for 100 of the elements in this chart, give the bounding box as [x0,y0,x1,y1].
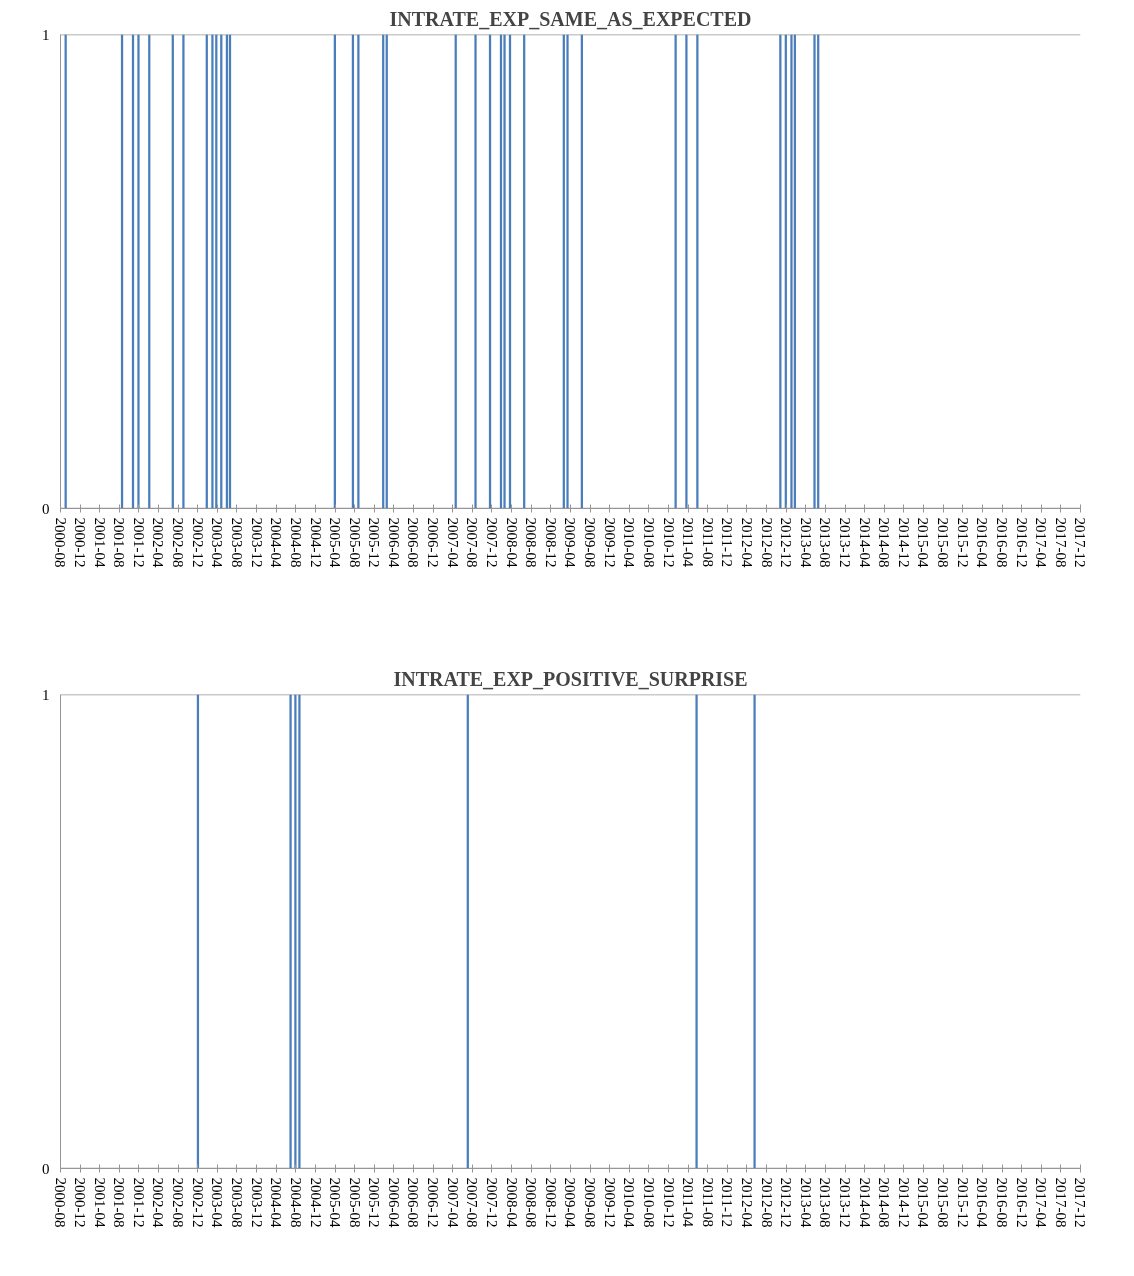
x-tick-label: 2006-04 [385,517,402,568]
x-tick-label: 2003-08 [228,517,245,568]
x-tick-label: 2017-08 [1052,1177,1069,1228]
x-tick-label: 2015-04 [915,1177,932,1228]
x-tick-label: 2017-12 [1072,517,1089,568]
x-tick-label: 2009-08 [582,517,599,568]
x-tick-label: 2012-04 [739,1177,755,1228]
x-tick-label: 2014-04 [856,1177,873,1228]
x-tick-label: 2006-12 [425,517,442,568]
x-tick-label: 2000-12 [72,1177,89,1228]
x-tick-label: 2001-04 [91,517,108,568]
x-tick-label: 2010-08 [640,1177,657,1228]
x-tick-label: 2000-08 [52,517,69,568]
x-tick-label: 2011-08 [699,1177,716,1227]
y-tick-label: 0 [42,1160,50,1177]
x-tick-label: 2010-04 [621,517,638,568]
x-tick-label: 2012-04 [739,517,755,568]
x-tick-label: 2012-08 [758,517,775,568]
x-tick-label: 2002-04 [150,517,167,568]
x-tick-label: 2009-04 [562,517,579,568]
x-tick-label: 2009-12 [601,517,618,568]
x-tick-label: 2017-04 [1033,517,1050,568]
x-tick-label: 2002-08 [170,1177,187,1228]
x-tick-label: 2014-12 [895,517,912,568]
x-tick-label: 2004-08 [287,517,304,568]
x-tick-label: 2015-12 [954,1177,971,1228]
x-tick-label: 2008-04 [503,517,520,568]
x-tick-label: 2008-08 [523,517,540,568]
x-tick-label: 2016-04 [974,517,991,568]
x-tick-label: 2012-08 [758,1177,775,1228]
x-tick-label: 2001-04 [91,1177,108,1228]
x-tick-label: 2016-08 [994,1177,1011,1228]
x-tick-label: 2004-04 [268,517,285,568]
x-tick-label: 2011-12 [719,517,736,567]
x-tick-label: 2014-12 [895,1177,912,1228]
x-tick-label: 2002-04 [150,1177,167,1228]
x-tick-label: 2005-08 [346,517,363,568]
x-tick-label: 2006-04 [385,1177,402,1228]
x-tick-label: 2013-04 [797,1177,814,1228]
x-tick-label: 2005-04 [327,517,344,568]
x-tick-label: 2001-08 [111,1177,128,1228]
x-tick-label: 2006-12 [425,1177,442,1228]
x-tick-label: 2007-04 [444,517,461,568]
x-tick-label: 2008-12 [542,517,559,568]
x-tick-label: 2007-12 [483,517,500,568]
x-tick-label: 2012-12 [778,1177,795,1228]
x-tick-label: 2004-08 [287,1177,304,1228]
x-tick-label: 2007-04 [444,1177,461,1228]
x-tick-label: 2009-08 [582,1177,599,1228]
x-tick-label: 2017-04 [1033,1177,1050,1228]
x-tick-label: 2003-04 [209,1177,226,1228]
x-tick-label: 2013-12 [837,1177,854,1228]
y-tick-label: 0 [42,500,50,517]
x-tick-label: 2005-12 [366,517,383,568]
chart-title: INTRATE_EXP_POSITIVE_SURPRISE [393,667,748,690]
x-tick-label: 2008-08 [523,1177,540,1228]
x-tick-label: 2015-08 [935,1177,952,1228]
x-tick-label: 2003-08 [228,1177,245,1228]
x-tick-label: 2013-08 [817,517,834,568]
x-tick-label: 2004-04 [268,1177,285,1228]
x-tick-label: 2002-12 [189,517,206,568]
x-tick-label: 2003-12 [248,1177,265,1228]
x-tick-label: 2003-12 [248,517,265,568]
x-tick-label: 2010-12 [660,517,677,568]
x-tick-label: 2001-12 [130,517,147,568]
x-tick-label: 2003-04 [209,517,226,568]
x-tick-label: 2004-12 [307,1177,324,1228]
x-tick-label: 2001-08 [111,517,128,568]
x-tick-label: 2011-04 [680,1177,697,1228]
x-tick-label: 2002-12 [189,1177,206,1228]
x-tick-label: 2013-08 [817,1177,834,1228]
x-tick-label: 2005-12 [366,1177,383,1228]
x-tick-label: 2006-08 [405,517,422,568]
x-tick-label: 2007-12 [483,1177,500,1228]
x-tick-label: 2013-12 [837,517,854,568]
x-tick-label: 2009-12 [601,1177,618,1228]
x-tick-label: 2002-08 [170,517,187,568]
x-tick-label: 2000-08 [52,1177,69,1228]
x-tick-label: 2016-12 [1013,517,1030,568]
x-tick-label: 2009-04 [562,1177,579,1228]
x-tick-label: 2015-08 [935,517,952,568]
x-tick-label: 2014-08 [876,517,893,568]
x-tick-label: 2006-08 [405,1177,422,1228]
x-tick-label: 2011-04 [680,517,697,568]
chart-title: INTRATE_EXP_SAME_AS_EXPECTED [389,7,752,30]
x-tick-label: 2016-08 [994,517,1011,568]
x-tick-label: 2013-04 [797,517,814,568]
x-tick-label: 2015-04 [915,517,932,568]
x-tick-label: 2014-08 [876,1177,893,1228]
x-tick-label: 2016-12 [1013,1177,1030,1228]
x-tick-label: 2008-12 [542,1177,559,1228]
x-tick-label: 2011-08 [699,517,716,567]
x-tick-label: 2015-12 [954,517,971,568]
x-tick-label: 2017-08 [1052,517,1069,568]
x-tick-label: 2007-08 [464,517,481,568]
x-tick-label: 2007-08 [464,1177,481,1228]
x-tick-label: 2000-12 [72,517,89,568]
x-tick-label: 2014-04 [856,517,873,568]
x-tick-label: 2010-12 [660,1177,677,1228]
x-tick-label: 2016-04 [974,1177,991,1228]
